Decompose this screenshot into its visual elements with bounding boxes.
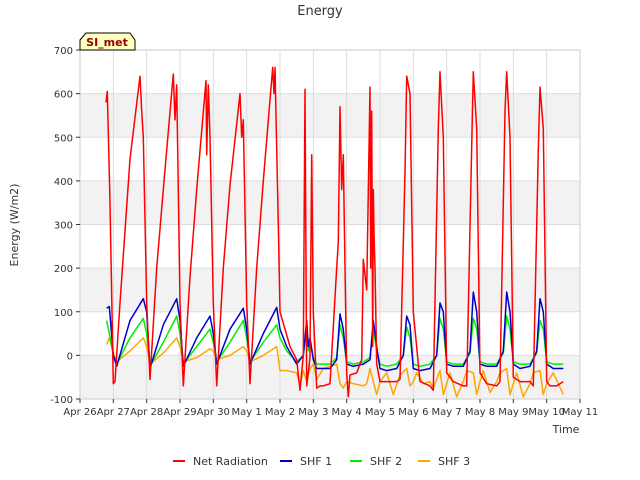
data-series	[105, 66, 564, 398]
plot-band	[80, 311, 580, 356]
y-tick-label: 600	[54, 90, 73, 101]
plot-band	[80, 93, 580, 138]
legend-item-shf-1: SHF 1	[280, 455, 332, 468]
series-line-shf-3	[106, 337, 564, 398]
x-axis-ticks: Apr 26 Apr 27 Apr 28 Apr 29 Apr 30 May 1 May 2…	[63, 399, 598, 418]
legend-item-shf-2: SHF 2	[350, 455, 402, 468]
legend-label: SHF 2	[370, 455, 402, 468]
series-line-net-radiation	[105, 66, 564, 398]
legend: Net Radiation SHF 1 SHF 2 SHF 3	[173, 455, 470, 468]
x-tick-label: Apr 27	[97, 407, 130, 418]
site-label-box: SI_met	[79, 32, 136, 51]
legend-item-shf-3: SHF 3	[418, 455, 470, 468]
x-axis-label: Time	[552, 423, 580, 436]
y-tick-label: 100	[54, 308, 73, 319]
plot-band	[80, 137, 580, 181]
x-tick-label: May 7	[432, 407, 462, 418]
plot-band	[80, 224, 580, 269]
x-tick-label: Apr 26	[63, 407, 96, 418]
x-tick-label: May 5	[365, 407, 395, 418]
chart-title: Energy	[297, 4, 343, 19]
legend-label: SHF 1	[300, 455, 332, 468]
series-line-shf-1	[106, 291, 564, 372]
x-tick-label: May 4	[332, 407, 362, 418]
legend-item-net-radiation: Net Radiation	[173, 455, 268, 468]
x-tick-label: Apr 28	[130, 407, 163, 418]
y-tick-label: 300	[54, 221, 73, 232]
legend-label: Net Radiation	[193, 455, 268, 468]
x-tick-label: May 11	[562, 407, 599, 418]
plot-band	[80, 180, 580, 225]
x-tick-label: May 10	[528, 407, 565, 418]
y-tick-label: 700	[54, 46, 73, 57]
y-tick-label: 400	[54, 177, 73, 188]
y-tick-label: 200	[54, 264, 73, 275]
x-tick-label: May 3	[298, 407, 328, 418]
y-tick-label: 0	[67, 351, 73, 362]
site-label: SI_met	[86, 36, 128, 49]
x-tick-label: May 1	[232, 407, 262, 418]
x-tick-label: Apr 30	[197, 407, 230, 418]
legend-label: SHF 3	[438, 455, 470, 468]
y-axis-ticks: -100 0 100 200 300 400 500 600 700	[50, 46, 80, 406]
plot-band	[80, 268, 580, 312]
x-tick-label: Apr 29	[163, 407, 196, 418]
x-tick-label: May 6	[398, 407, 428, 418]
series-line-shf-2	[105, 315, 564, 368]
x-tick-label: May 8	[465, 407, 495, 418]
y-axis-label: Energy (W/m2)	[8, 184, 21, 267]
x-tick-label: May 2	[265, 407, 295, 418]
y-tick-label: 500	[54, 133, 73, 144]
x-tick-label: May 9	[498, 407, 528, 418]
y-tick-label: -100	[50, 395, 73, 406]
plot-background-bands	[80, 50, 580, 399]
plot-band	[80, 50, 580, 94]
